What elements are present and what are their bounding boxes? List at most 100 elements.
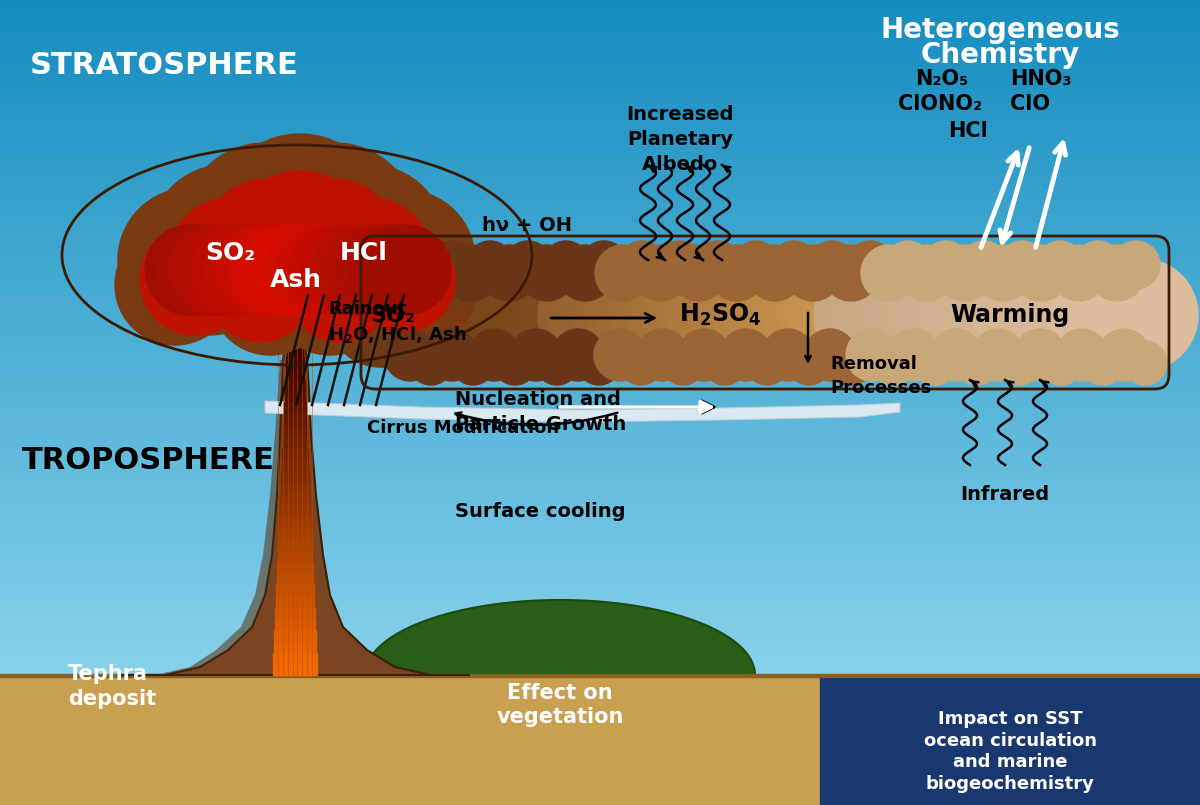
Bar [0,184,1200,188]
Bar [0,632,1200,634]
Bar [0,617,1200,619]
Circle shape [642,263,746,367]
Circle shape [1098,329,1150,381]
Bar [0,68,1200,71]
Bar [0,98,1200,101]
Bar [0,584,1200,588]
Bar [0,81,1200,85]
Bar [0,313,1200,316]
Bar [0,93,1200,96]
Bar [0,593,1200,596]
Bar [0,198,1200,200]
Bar [0,9,1200,12]
Bar [0,10,1200,14]
Bar [0,232,1200,234]
Circle shape [656,241,704,289]
Bar [0,418,1200,420]
Circle shape [1038,259,1150,371]
Bar [0,330,1200,332]
Bar [0,473,1200,476]
Bar [0,101,1200,103]
Bar [282,448,308,459]
Bar [0,19,1200,22]
Bar [0,507,1200,510]
Bar [0,193,1200,196]
Polygon shape [118,345,470,675]
Bar [0,493,1200,496]
Circle shape [472,263,576,367]
Circle shape [557,245,613,301]
Circle shape [862,245,917,301]
Bar [0,284,1200,287]
Bar [0,448,1200,451]
Bar [0,200,1200,203]
Bar [0,623,1200,626]
Bar [0,90,1200,93]
Circle shape [1046,259,1158,371]
Circle shape [1022,259,1134,371]
Bar [0,2,1200,5]
Circle shape [595,245,650,301]
Circle shape [958,259,1070,371]
Bar [0,387,1200,390]
Bar [0,504,1200,506]
Bar [0,464,1200,468]
Bar [0,372,1200,374]
Bar [0,615,1200,617]
Text: HNO₃: HNO₃ [1010,69,1072,89]
Bar [0,497,1200,499]
Bar [0,221,1200,225]
Bar [0,569,1200,572]
Circle shape [930,329,982,381]
Circle shape [210,235,330,355]
Circle shape [562,263,666,367]
Circle shape [536,263,640,367]
Bar [0,304,1200,308]
Bar [0,580,1200,582]
Bar [0,303,1200,305]
Bar [0,578,1200,580]
Text: Rainout
$\mathregular{H_2O}$, HCl, Ash: Rainout $\mathregular{H_2O}$, HCl, Ash [328,299,467,345]
Bar [0,556,1200,559]
Circle shape [320,205,450,335]
Polygon shape [265,401,900,422]
Circle shape [899,245,955,301]
Bar [0,527,1200,530]
Circle shape [1014,259,1126,371]
Bar [0,510,1200,513]
Circle shape [145,225,235,315]
Bar [0,640,1200,643]
Circle shape [241,225,331,315]
Circle shape [862,259,974,371]
Circle shape [1062,259,1174,371]
Bar [0,646,1200,648]
Circle shape [228,171,372,315]
Bar [0,588,1200,591]
Circle shape [253,225,343,315]
Circle shape [1112,241,1160,289]
Bar [282,459,308,470]
Bar [0,386,1200,388]
Circle shape [846,241,894,289]
Bar [0,412,1200,415]
Bar [0,490,1200,493]
Circle shape [974,245,1031,301]
Bar [0,26,1200,29]
Bar [0,39,1200,42]
Bar [0,7,1200,10]
Bar [0,144,1200,147]
Bar [0,606,1200,609]
Bar [0,456,1200,459]
Bar [0,552,1200,555]
Circle shape [229,225,319,315]
Bar [0,13,1200,15]
Bar [0,210,1200,213]
Circle shape [902,259,1014,371]
Bar [0,224,1200,226]
Circle shape [335,190,475,330]
Bar [0,561,1200,563]
Bar [0,367,1200,369]
Circle shape [746,245,803,301]
Circle shape [426,329,478,381]
Bar [0,466,1200,469]
